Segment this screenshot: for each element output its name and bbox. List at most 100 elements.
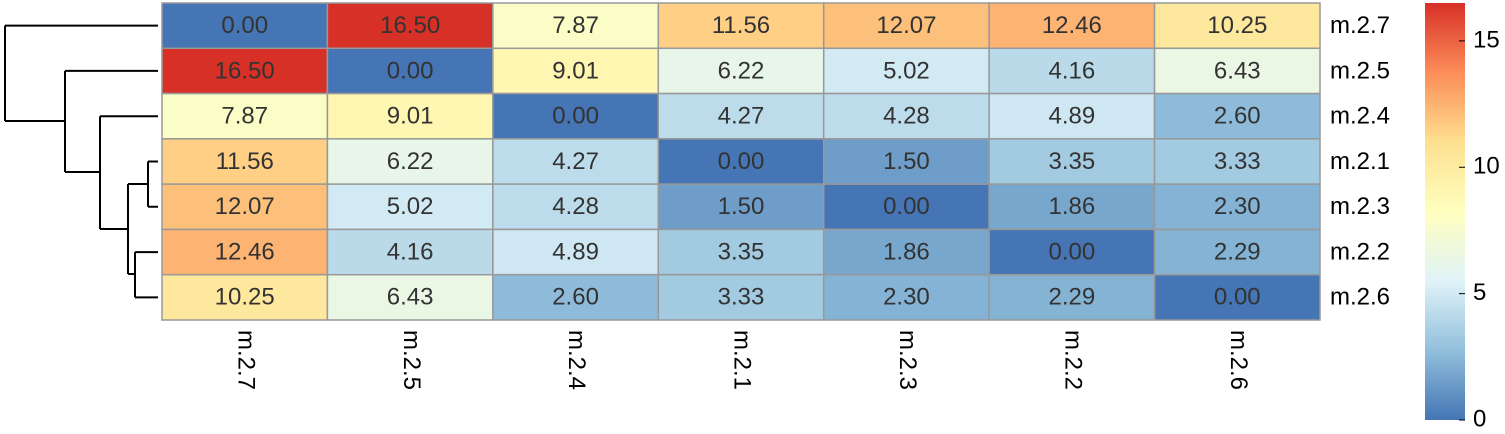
column-label: m.2.5 (398, 330, 425, 390)
cell-label: 1.50 (718, 193, 765, 220)
color-bar-tick-label: 15 (1473, 26, 1500, 53)
heatmap-cell (657, 273, 825, 321)
column-label: m.2.3 (894, 330, 921, 390)
cell-label: 4.28 (552, 193, 599, 220)
cell-label: 4.28 (883, 103, 930, 130)
heatmap-cell (326, 92, 494, 140)
color-bar-tick-label: 10 (1473, 153, 1500, 180)
cell-label: 6.43 (387, 284, 434, 311)
cell-label: 0.00 (221, 12, 268, 39)
cell-label: 3.35 (1048, 148, 1095, 175)
cell-label: 6.43 (1214, 57, 1261, 84)
cell-label: 0.00 (387, 57, 434, 84)
heatmap-cell (161, 92, 329, 140)
cell-label: 3.33 (1214, 148, 1261, 175)
color-bar-tick-label: 5 (1473, 279, 1486, 306)
cell-label: 4.89 (1048, 103, 1095, 130)
column-label: m.2.6 (1225, 330, 1252, 390)
row-label: m.2.5 (1330, 57, 1390, 84)
heatmap-cell (492, 183, 660, 231)
cell-label: 0.00 (883, 193, 930, 220)
cell-label: 12.46 (1042, 12, 1102, 39)
cell-label: 11.56 (712, 12, 770, 39)
heatmap-cell (988, 47, 1156, 95)
heatmap-cell (492, 138, 660, 185)
cell-label: 2.60 (552, 284, 599, 311)
cell-label: 4.16 (1048, 57, 1095, 84)
heatmap-cell (492, 47, 660, 95)
dendrogram-branch (134, 251, 158, 299)
heatmap-cell (1153, 2, 1321, 50)
cell-label: 12.46 (215, 238, 275, 265)
heatmap-cell (822, 138, 990, 185)
heatmap-cell (161, 138, 329, 185)
cell-label: 0.00 (1214, 284, 1261, 311)
heatmap-cell (326, 273, 494, 321)
cell-label: 0.00 (718, 148, 765, 175)
heatmap-cell (988, 273, 1156, 321)
column-label: m.2.1 (729, 330, 756, 390)
row-label: m.2.4 (1330, 103, 1390, 130)
heatmap-cell (1153, 273, 1321, 321)
dendrogram-branch (4, 24, 158, 122)
cell-label: 4.89 (552, 238, 599, 265)
heatmap-cell (1153, 47, 1321, 95)
color-bar-tick-label: 0 (1473, 405, 1486, 429)
cell-label: 16.50 (215, 57, 275, 84)
dendrogram-branch (99, 115, 158, 230)
cell-label: 3.35 (718, 238, 765, 265)
cell-label: 5.02 (387, 193, 434, 220)
cell-label: 4.16 (387, 238, 434, 265)
cell-label: 6.22 (387, 148, 434, 175)
heatmap-cell (822, 47, 990, 95)
column-label: m.2.4 (563, 330, 590, 390)
cell-label: 12.07 (215, 193, 275, 220)
heatmap-cell (988, 228, 1156, 276)
cell-label: 0.00 (552, 103, 599, 130)
dendrogram-branch (147, 160, 158, 208)
heatmap-cell (161, 183, 329, 231)
cell-label: 0.00 (1048, 238, 1095, 265)
heatmap-cell (161, 273, 329, 321)
column-label: m.2.7 (232, 330, 259, 390)
cell-label: 2.60 (1214, 103, 1261, 130)
heatmap-cell (326, 2, 494, 50)
cell-label: 11.56 (216, 148, 274, 175)
heatmap-cell (1153, 228, 1321, 276)
row-label: m.2.7 (1330, 12, 1390, 39)
cell-label: 1.86 (1048, 193, 1095, 220)
cell-label: 4.27 (718, 103, 765, 130)
cell-label: 5.02 (883, 57, 930, 84)
heatmap-cell (657, 228, 825, 276)
heatmap-cell (326, 47, 494, 95)
heatmap-cell (326, 138, 494, 185)
row-label: m.2.2 (1330, 238, 1390, 265)
heatmap-cell (492, 92, 660, 140)
heatmap-cell (492, 2, 660, 50)
dendrogram-branch (127, 183, 148, 275)
cell-label: 10.25 (1207, 12, 1267, 39)
heatmap-cell (1153, 138, 1321, 185)
cell-label: 2.30 (1214, 193, 1261, 220)
heatmap-cell (822, 92, 990, 140)
color-bar (1425, 3, 1465, 420)
heatmap-cell (657, 138, 825, 185)
cell-label: 2.30 (883, 284, 930, 311)
heatmap-cell (657, 92, 825, 140)
heatmap-cell (326, 183, 494, 231)
column-label: m.2.2 (1060, 330, 1087, 390)
heatmap-cell (492, 228, 660, 276)
dendrogram (4, 24, 158, 299)
cell-label: 2.29 (1048, 284, 1095, 311)
cell-label: 10.25 (215, 284, 275, 311)
cell-label: 4.27 (552, 148, 599, 175)
cell-label: 9.01 (552, 57, 599, 84)
row-label: m.2.6 (1330, 284, 1390, 311)
cell-label: 12.07 (876, 12, 936, 39)
cell-label: 9.01 (387, 103, 434, 130)
heatmap-cell (822, 273, 990, 321)
cell-label: 7.87 (221, 103, 268, 130)
cell-label: 2.29 (1214, 238, 1261, 265)
heatmap-cell (1153, 92, 1321, 140)
